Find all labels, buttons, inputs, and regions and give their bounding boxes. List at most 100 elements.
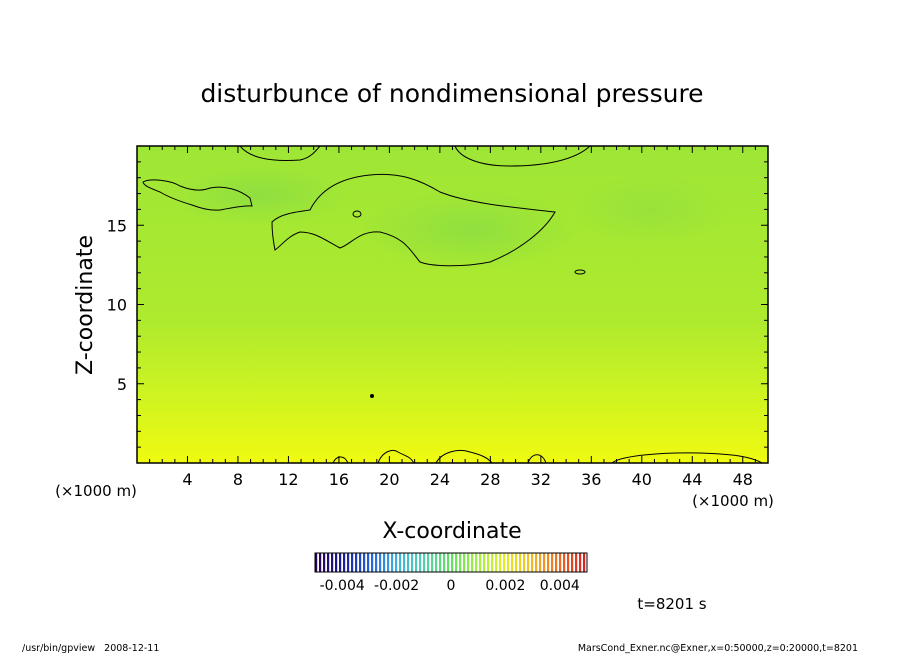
colorbar-segment bbox=[339, 553, 342, 572]
colorbar bbox=[315, 553, 586, 572]
colorbar-segment bbox=[543, 553, 546, 572]
colorbar-segment bbox=[527, 553, 530, 572]
colorbar-segment bbox=[515, 553, 518, 572]
colorbar-segment bbox=[383, 553, 386, 572]
colorbar-segment bbox=[495, 553, 498, 572]
colorbar-segment bbox=[439, 553, 442, 572]
colorbar-segment bbox=[479, 553, 482, 572]
x-axis-ticks: 4 8 12 16 20 24 28 32 36 40 44 48 bbox=[149, 146, 756, 489]
colorbar-tick-label: 0.004 bbox=[540, 578, 580, 594]
footer-right: MarsCond_Exner.nc@Exner,x=0:50000,z=0:20… bbox=[578, 643, 858, 654]
x-tick-label: 44 bbox=[682, 470, 702, 489]
y-tick-label: 15 bbox=[107, 216, 127, 235]
colorbar-segment bbox=[539, 553, 542, 572]
colorbar-segment bbox=[499, 553, 502, 572]
colorbar-segment bbox=[327, 553, 330, 572]
colorbar-segment bbox=[351, 553, 354, 572]
colorbar-segment bbox=[567, 553, 570, 572]
x-tick-label: 4 bbox=[182, 470, 192, 489]
colorbar-segment bbox=[359, 553, 362, 572]
x-tick-label: 40 bbox=[632, 470, 652, 489]
colorbar-segment bbox=[583, 553, 586, 572]
colorbar-segment bbox=[319, 553, 322, 572]
colorbar-segment bbox=[411, 553, 414, 572]
colorbar-segment bbox=[343, 553, 346, 572]
colorbar-segment bbox=[475, 553, 478, 572]
y-axis-ticks: 5 10 15 bbox=[107, 161, 768, 448]
colorbar-segment bbox=[387, 553, 390, 572]
x-unit-label-left: (×1000 m) bbox=[55, 482, 137, 500]
colorbar-segment bbox=[535, 553, 538, 572]
colorbar-segment bbox=[323, 553, 326, 572]
colorbar-segment bbox=[487, 553, 490, 572]
colorbar-segment bbox=[547, 553, 550, 572]
colorbar-tick-label: -0.002 bbox=[374, 578, 419, 594]
y-tick-label: 5 bbox=[117, 375, 127, 394]
x-tick-label: 20 bbox=[379, 470, 399, 489]
contour-lines bbox=[142, 146, 763, 463]
colorbar-tick-label: 0.002 bbox=[485, 578, 525, 594]
colorbar-segment bbox=[435, 553, 438, 572]
colorbar-segment bbox=[419, 553, 422, 572]
colorbar-segment bbox=[455, 553, 458, 572]
x-tick-label: 16 bbox=[329, 470, 349, 489]
colorbar-segment bbox=[331, 553, 334, 572]
colorbar-segment bbox=[507, 553, 510, 572]
colorbar-segment bbox=[379, 553, 382, 572]
colorbar-segment bbox=[427, 553, 430, 572]
colorbar-segment bbox=[575, 553, 578, 572]
colorbar-segment bbox=[467, 553, 470, 572]
colorbar-segment bbox=[391, 553, 394, 572]
x-tick-label: 32 bbox=[531, 470, 551, 489]
chart-title: disturbunce of nondimensional pressure bbox=[200, 79, 703, 108]
colorbar-segment bbox=[447, 553, 450, 572]
colorbar-segment bbox=[395, 553, 398, 572]
colorbar-segment bbox=[423, 553, 426, 572]
colorbar-frame bbox=[314, 552, 588, 573]
colorbar-segment bbox=[471, 553, 474, 572]
colorbar-tick-labels: -0.004 -0.002 0 0.002 0.004 bbox=[320, 578, 580, 594]
colorbar-segment bbox=[491, 553, 494, 572]
x-tick-label: 28 bbox=[480, 470, 500, 489]
colorbar-segment bbox=[415, 553, 418, 572]
colorbar-segment bbox=[563, 553, 566, 572]
colorbar-segment bbox=[375, 553, 378, 572]
x-tick-label: 8 bbox=[233, 470, 243, 489]
colorbar-segment bbox=[407, 553, 410, 572]
colorbar-segment bbox=[483, 553, 486, 572]
colorbar-segment bbox=[367, 553, 370, 572]
colorbar-segment bbox=[551, 553, 554, 572]
colorbar-segment bbox=[431, 553, 434, 572]
colorbar-segment bbox=[459, 553, 462, 572]
x-tick-label: 36 bbox=[581, 470, 601, 489]
y-tick-label: 10 bbox=[107, 296, 127, 315]
heatmap-field bbox=[137, 146, 768, 463]
colorbar-segment bbox=[347, 553, 350, 572]
colorbar-segment bbox=[315, 553, 318, 572]
colorbar-segment bbox=[403, 553, 406, 572]
colorbar-segment bbox=[571, 553, 574, 572]
colorbar-segment bbox=[399, 553, 402, 572]
colorbar-segment bbox=[523, 553, 526, 572]
footer-left: /usr/bin/gpview 2008-12-11 bbox=[22, 643, 159, 654]
colorbar-segment bbox=[511, 553, 514, 572]
colorbar-segment bbox=[555, 553, 558, 572]
y-axis-label: Z-coordinate bbox=[73, 235, 98, 375]
colorbar-tick-label: 0 bbox=[447, 578, 456, 594]
colorbar-segment bbox=[579, 553, 582, 572]
x-unit-label-right: (×1000 m) bbox=[692, 492, 774, 510]
x-axis-label: X-coordinate bbox=[382, 519, 521, 544]
colorbar-segment bbox=[559, 553, 562, 572]
colorbar-segment bbox=[503, 553, 506, 572]
x-tick-label: 48 bbox=[733, 470, 753, 489]
time-label: t=8201 s bbox=[637, 595, 706, 613]
colorbar-segment bbox=[451, 553, 454, 572]
colorbar-segment bbox=[519, 553, 522, 572]
colorbar-segment bbox=[443, 553, 446, 572]
colorbar-segment bbox=[355, 553, 358, 572]
x-tick-label: 12 bbox=[278, 470, 298, 489]
x-tick-label: 24 bbox=[430, 470, 450, 489]
colorbar-segment bbox=[371, 553, 374, 572]
colorbar-tick-label: -0.004 bbox=[320, 578, 365, 594]
